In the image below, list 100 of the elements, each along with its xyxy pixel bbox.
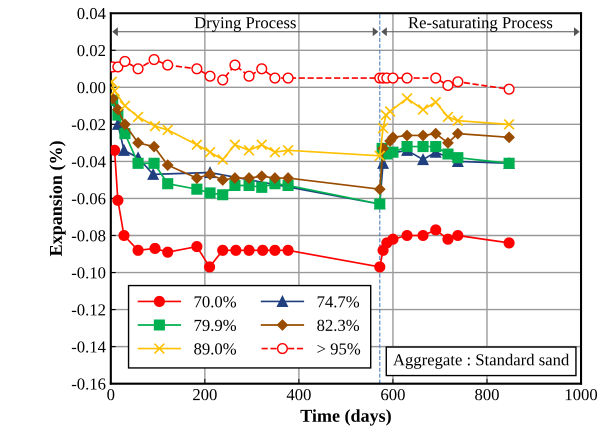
point [452, 128, 464, 140]
point [148, 158, 160, 169]
legend-label: 82.3% [317, 320, 360, 332]
point [401, 72, 413, 84]
point [374, 150, 386, 162]
point [417, 104, 429, 116]
point [269, 244, 280, 256]
point [132, 63, 144, 74]
y-tick-label: -0.12 [72, 304, 106, 316]
point [256, 170, 268, 182]
point [401, 230, 413, 242]
point [430, 128, 442, 140]
x-tick-label: 1000 [566, 389, 598, 400]
point [269, 172, 281, 184]
x-tick-label: 800 [475, 389, 499, 400]
point [217, 174, 228, 186]
point [256, 63, 268, 74]
point [387, 234, 398, 245]
point [401, 141, 413, 152]
point [256, 182, 268, 193]
point [401, 130, 413, 142]
point [230, 244, 242, 256]
point [149, 242, 161, 254]
point [204, 187, 216, 198]
point [377, 122, 389, 134]
y-tick-label: -0.08 [72, 230, 106, 242]
y-tick-label: -0.10 [72, 267, 106, 279]
annotation: Drying Process [194, 17, 296, 32]
point [269, 72, 280, 84]
annotation: Re-saturating Process [408, 17, 552, 32]
point [217, 244, 228, 256]
point [243, 172, 255, 184]
point [380, 109, 392, 121]
point [282, 172, 294, 184]
x-axis-title: Time (days) [300, 409, 391, 426]
point [430, 96, 442, 108]
point [119, 100, 131, 112]
point [387, 146, 398, 158]
point [442, 148, 454, 160]
point [417, 141, 429, 152]
point [204, 261, 216, 273]
legend-label: 70.0% [194, 296, 236, 308]
point [191, 63, 202, 74]
x-tick-label: 200 [193, 389, 217, 400]
point [452, 230, 464, 242]
point [132, 244, 144, 256]
point [162, 178, 174, 190]
point [374, 261, 386, 273]
point [191, 241, 202, 252]
point [452, 152, 464, 164]
point [269, 146, 281, 158]
point [148, 140, 160, 152]
legend-label: 79.9% [194, 320, 236, 332]
y-tick-label: -0.06 [72, 193, 106, 204]
point [204, 70, 216, 82]
point [504, 84, 515, 95]
point [148, 54, 160, 66]
point [191, 184, 202, 195]
point [452, 114, 464, 126]
point [217, 189, 228, 200]
point [217, 74, 228, 86]
legend-label: > 95% [317, 343, 360, 355]
point [387, 72, 398, 84]
point [162, 60, 174, 71]
point [401, 92, 413, 104]
point [442, 234, 454, 245]
annotation: Aggregate : Standard sand [393, 354, 570, 369]
y-tick-label: -0.14 [72, 341, 106, 353]
point [112, 194, 124, 206]
point [110, 144, 120, 156]
point [119, 56, 130, 67]
x-tick-label: 600 [381, 389, 405, 400]
point [191, 139, 203, 150]
point [504, 237, 515, 248]
point [148, 168, 159, 180]
point [384, 106, 396, 118]
point [191, 172, 202, 184]
y-tick-label: 0.04 [77, 8, 106, 20]
point [282, 144, 294, 156]
point [204, 146, 216, 158]
point [229, 172, 241, 184]
x-tick-label: 0 [107, 389, 114, 400]
point [503, 118, 515, 130]
point [229, 139, 241, 150]
point [430, 141, 442, 152]
point [229, 60, 241, 71]
y-axis-title: Expansion (%) [49, 141, 66, 256]
point [430, 72, 442, 84]
point [417, 154, 429, 166]
y-tick-label: 0.02 [77, 44, 106, 56]
y-tick-label: -0.16 [72, 378, 106, 390]
legend-label: 89.0% [194, 343, 236, 355]
point [243, 144, 255, 156]
point [417, 130, 429, 142]
legend-label: 74.7% [318, 296, 360, 308]
y-tick-label: 0.00 [77, 82, 106, 94]
point [132, 158, 144, 169]
point [282, 244, 294, 256]
y-tick-label: -0.04 [72, 156, 106, 168]
point [112, 61, 124, 72]
